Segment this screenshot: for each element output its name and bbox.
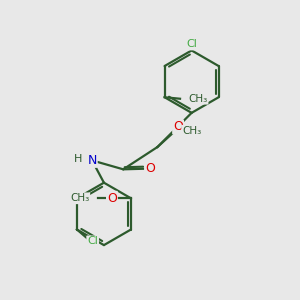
Text: O: O <box>145 162 155 175</box>
Text: CH₃: CH₃ <box>188 94 208 104</box>
Text: O: O <box>107 192 117 205</box>
Text: Cl: Cl <box>87 236 98 246</box>
Text: O: O <box>173 121 183 134</box>
Text: Cl: Cl <box>186 40 197 50</box>
Text: N: N <box>87 154 97 167</box>
Text: H: H <box>74 154 82 164</box>
Text: CH₃: CH₃ <box>182 126 201 136</box>
Text: CH₃: CH₃ <box>70 193 89 203</box>
